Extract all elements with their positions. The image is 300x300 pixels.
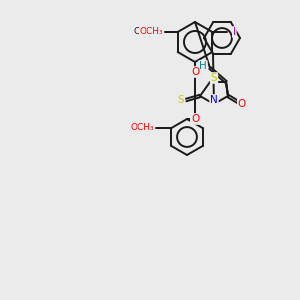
Text: O: O [191, 67, 199, 77]
Text: N: N [210, 95, 218, 105]
Text: OCH₃: OCH₃ [140, 26, 164, 35]
Text: CH₃: CH₃ [134, 28, 150, 37]
Text: H: H [199, 61, 207, 71]
Text: OCH₃: OCH₃ [130, 122, 154, 131]
Text: I: I [233, 27, 236, 37]
Text: S: S [178, 95, 184, 105]
Text: O: O [147, 27, 154, 37]
Text: O: O [238, 99, 246, 109]
Text: S: S [211, 73, 217, 83]
Text: O: O [191, 114, 199, 124]
